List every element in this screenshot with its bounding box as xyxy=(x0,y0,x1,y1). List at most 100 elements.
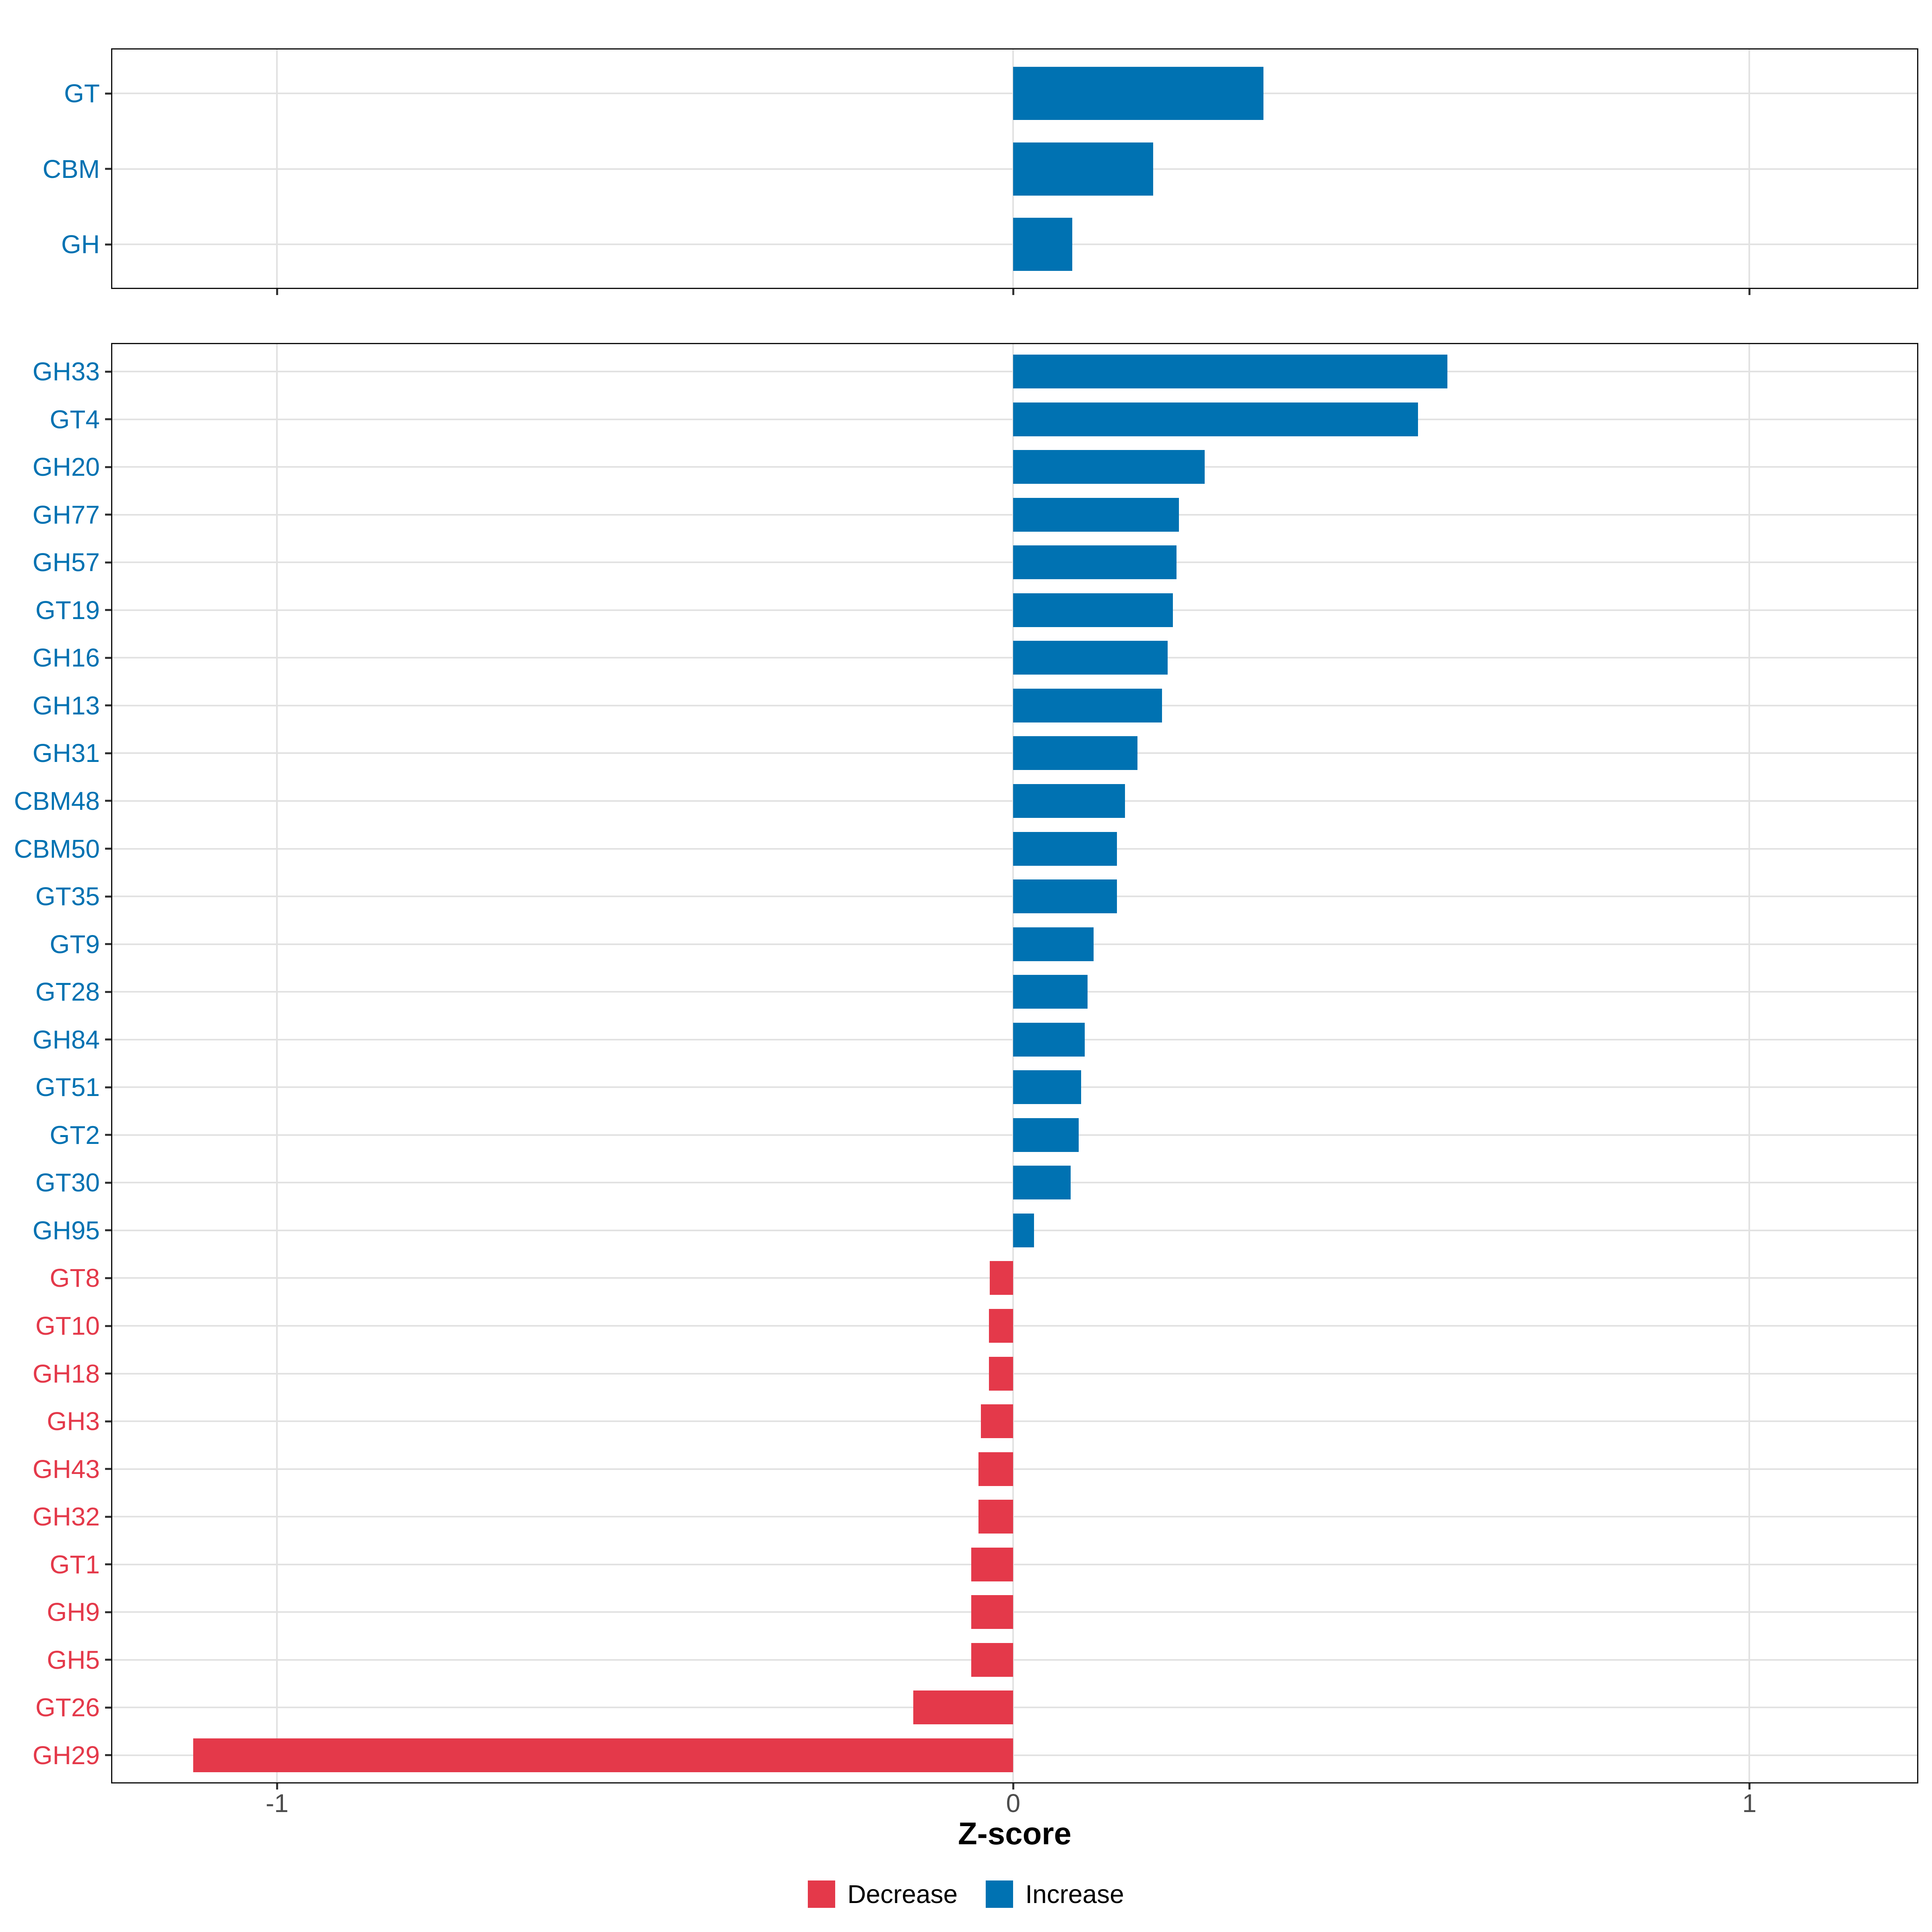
category-label-GH57: GH57 xyxy=(32,548,100,577)
bar-GT1 xyxy=(971,1547,1013,1581)
y-axis-tick xyxy=(105,370,111,373)
bar-GH5 xyxy=(971,1643,1013,1677)
bar-GT51 xyxy=(1013,1070,1081,1104)
bar-GH43 xyxy=(978,1452,1013,1486)
x-axis-tick xyxy=(1748,289,1750,295)
legend-label-decrease: Decrease xyxy=(847,1880,958,1909)
legend-swatch-decrease-icon xyxy=(808,1880,836,1908)
x-tick-label-1: 1 xyxy=(1742,1789,1757,1818)
category-label-GH: GH xyxy=(61,230,100,259)
category-label-GT30: GT30 xyxy=(35,1168,100,1197)
category-label-CBM50: CBM50 xyxy=(14,834,100,863)
bar-GH31 xyxy=(1013,736,1138,770)
gridline-x-1 xyxy=(1748,344,1750,1782)
y-axis-tick xyxy=(105,561,111,564)
bar-GH xyxy=(1013,218,1072,271)
gridline-row-GT26 xyxy=(112,1707,1917,1709)
gridline-row-GT10 xyxy=(112,1325,1917,1327)
y-axis-tick xyxy=(105,1038,111,1041)
y-axis-tick xyxy=(105,800,111,802)
bar-GT xyxy=(1013,67,1264,120)
category-label-GT10: GT10 xyxy=(35,1311,100,1340)
x-axis-tick xyxy=(1012,1783,1014,1790)
category-label-GH77: GH77 xyxy=(32,500,100,529)
gridline-row-GT1 xyxy=(112,1563,1917,1565)
gridline-row-GH32 xyxy=(112,1516,1917,1518)
bar-GT8 xyxy=(989,1261,1013,1295)
y-axis-tick xyxy=(105,92,111,95)
category-label-GH95: GH95 xyxy=(32,1216,100,1245)
category-label-GT8: GT8 xyxy=(50,1263,100,1293)
category-label-GT2: GT2 xyxy=(50,1120,100,1150)
x-axis-tick xyxy=(1748,1783,1750,1790)
gridline-row-GH18 xyxy=(112,1373,1917,1375)
bar-GT2 xyxy=(1013,1118,1079,1152)
y-axis-tick xyxy=(105,1373,111,1375)
y-axis-tick xyxy=(105,243,111,246)
y-axis-tick xyxy=(105,1181,111,1184)
bar-GT9 xyxy=(1013,927,1094,961)
gridline-row-GH3 xyxy=(112,1420,1917,1422)
bar-GT35 xyxy=(1013,879,1117,914)
y-axis-tick xyxy=(105,704,111,707)
category-label-GH5: GH5 xyxy=(47,1645,100,1674)
category-label-GH29: GH29 xyxy=(32,1740,100,1770)
y-axis-tick xyxy=(105,848,111,850)
gridline-row-GH9 xyxy=(112,1611,1917,1613)
x-axis-tick xyxy=(1012,289,1014,295)
category-label-GT26: GT26 xyxy=(35,1693,100,1722)
panel-bottom-families xyxy=(111,343,1918,1783)
bar-CBM50 xyxy=(1013,832,1117,866)
bar-GH95 xyxy=(1013,1213,1034,1247)
bar-GH18 xyxy=(989,1356,1013,1391)
x-tick-label-0: 0 xyxy=(1006,1789,1021,1818)
gridline-row-GH29 xyxy=(112,1754,1917,1756)
y-axis-tick xyxy=(105,1468,111,1470)
bar-GH84 xyxy=(1013,1022,1085,1057)
bar-GH13 xyxy=(1013,688,1162,722)
panel-top-classes xyxy=(111,48,1918,289)
y-axis-tick xyxy=(105,1563,111,1566)
bar-GT4 xyxy=(1013,402,1418,436)
bar-GT28 xyxy=(1013,975,1088,1009)
category-label-GH31: GH31 xyxy=(32,739,100,768)
category-label-GT9: GT9 xyxy=(50,929,100,959)
bar-GH3 xyxy=(980,1404,1013,1439)
y-axis-tick xyxy=(105,895,111,898)
y-axis-tick xyxy=(105,1754,111,1757)
bar-GH57 xyxy=(1013,545,1177,580)
category-label-GT1: GT1 xyxy=(50,1550,100,1579)
bar-GH29 xyxy=(193,1738,1013,1772)
bar-GH77 xyxy=(1013,497,1179,532)
category-label-GT28: GT28 xyxy=(35,977,100,1007)
legend: Decrease Increase xyxy=(0,1880,1932,1908)
bar-GT10 xyxy=(989,1309,1013,1343)
y-axis-tick xyxy=(105,1611,111,1613)
y-axis-tick xyxy=(105,466,111,468)
category-label-GT4: GT4 xyxy=(50,405,100,434)
category-label-GT51: GT51 xyxy=(35,1073,100,1102)
y-axis-tick xyxy=(105,752,111,754)
gridline-row-GT8 xyxy=(112,1277,1917,1279)
y-axis-tick xyxy=(105,656,111,659)
bar-GH20 xyxy=(1013,450,1205,484)
y-axis-tick xyxy=(105,1134,111,1136)
y-axis-tick xyxy=(105,943,111,945)
gridline-x--1 xyxy=(276,344,278,1782)
category-label-GH32: GH32 xyxy=(32,1502,100,1532)
y-axis-tick xyxy=(105,514,111,516)
category-label-GT: GT xyxy=(64,79,100,108)
y-axis-tick xyxy=(105,1420,111,1422)
bar-GT30 xyxy=(1013,1166,1071,1200)
category-label-GT19: GT19 xyxy=(35,595,100,625)
y-axis-tick xyxy=(105,1659,111,1661)
category-label-GH20: GH20 xyxy=(32,452,100,482)
y-axis-tick xyxy=(105,1325,111,1327)
x-axis-tick xyxy=(276,1783,278,1790)
gridline-x-0 xyxy=(1012,344,1014,1782)
category-label-GH3: GH3 xyxy=(47,1407,100,1436)
bar-GH33 xyxy=(1013,355,1448,388)
y-axis-tick xyxy=(105,991,111,993)
bar-GH32 xyxy=(978,1500,1013,1534)
x-tick-label--1: -1 xyxy=(265,1789,289,1818)
